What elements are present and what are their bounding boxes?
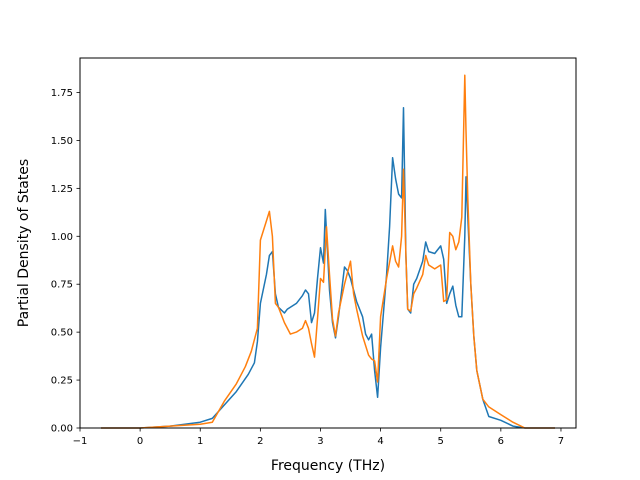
- y-tick-label: 0.75: [51, 280, 73, 291]
- series-line-2: [101, 74, 555, 429]
- x-tick-label: 6: [498, 436, 504, 447]
- y-tick-label: 1.25: [51, 184, 73, 195]
- x-tick-label: 7: [558, 436, 564, 447]
- x-axis-label: Frequency (THz): [271, 458, 385, 474]
- series-layer: [101, 74, 555, 429]
- x-tick-label: 2: [257, 436, 263, 447]
- x-tick-label: 1: [197, 436, 203, 447]
- x-tick-label: 5: [438, 436, 444, 447]
- x-tick-label: 0: [137, 436, 143, 447]
- y-axis-ticks: 0.00 0.25 0.50 0.75 1.00 1.25 1.50 1.75: [51, 88, 80, 435]
- y-tick-label: 1.00: [51, 232, 73, 243]
- x-axis-ticks: −1 0 1 2 3 4 5 6 7: [73, 428, 564, 447]
- y-tick-label: 1.75: [51, 88, 73, 99]
- y-tick-label: 0.00: [51, 424, 73, 435]
- y-tick-label: 0.50: [51, 328, 73, 339]
- x-tick-label: 3: [317, 436, 323, 447]
- x-tick-label: 4: [377, 436, 383, 447]
- y-tick-label: 0.25: [51, 376, 73, 387]
- y-axis-label: Partial Density of States: [16, 159, 32, 327]
- y-tick-label: 1.50: [51, 136, 73, 147]
- plot-frame: [79, 57, 577, 429]
- x-tick-label: −1: [73, 436, 88, 447]
